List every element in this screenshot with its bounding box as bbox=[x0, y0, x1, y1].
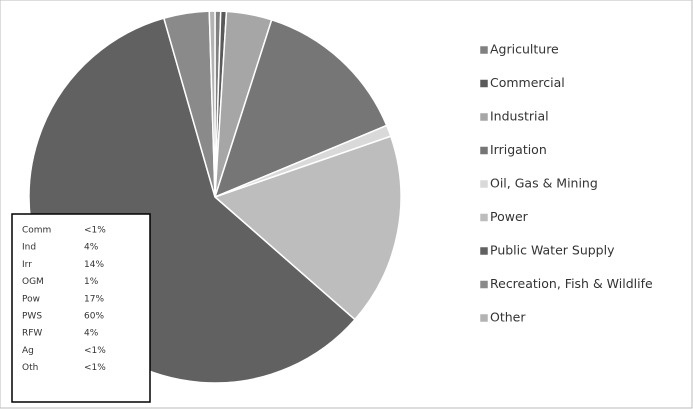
table-abbreviation: Irr bbox=[22, 260, 32, 270]
legend-label: Recreation, Fish & Wildlife bbox=[490, 276, 653, 291]
pie-slice bbox=[208, 10, 216, 198]
legend-label: Commercial bbox=[490, 75, 565, 90]
table-abbreviation: Oth bbox=[22, 363, 38, 373]
table-percent: 4% bbox=[84, 329, 99, 339]
table-percent: 17% bbox=[84, 294, 104, 304]
table-abbreviation: Ind bbox=[22, 243, 36, 253]
table-abbreviation: Pow bbox=[22, 294, 40, 304]
table-percent: <1% bbox=[84, 363, 106, 373]
table-percent: 14% bbox=[84, 260, 104, 270]
legend: Agriculture Commercial Industrial Irrigatio… bbox=[479, 42, 653, 325]
legend-label: Public Water Supply bbox=[490, 243, 615, 258]
legend-label: Other bbox=[490, 310, 526, 325]
table-abbreviation: Comm bbox=[22, 226, 51, 236]
legend-swatch bbox=[479, 213, 489, 222]
pie-slice bbox=[213, 18, 388, 199]
table-abbreviation: PWS bbox=[22, 312, 42, 322]
legend-swatch bbox=[479, 112, 489, 122]
table-percent: <1% bbox=[84, 226, 106, 236]
legend-label: Oil, Gas & Mining bbox=[490, 176, 598, 191]
legend-swatch bbox=[479, 280, 489, 289]
table-percent: 4% bbox=[84, 243, 99, 253]
table-abbreviation: Ag bbox=[22, 346, 34, 356]
abbreviation-table bbox=[11, 213, 151, 403]
table-rows: Comm <1% Ind 4% Irr 14% OGM 1% Pow 17% PWS 60% RFW 4%… bbox=[22, 226, 106, 374]
table-percent: <1% bbox=[84, 346, 106, 356]
table-abbreviation: OGM bbox=[22, 277, 44, 287]
legend-swatch bbox=[479, 146, 489, 155]
pie-slice bbox=[213, 135, 402, 321]
table-percent: 60% bbox=[84, 312, 104, 322]
legend-label: Agriculture bbox=[490, 42, 559, 57]
legend-swatch bbox=[479, 179, 489, 189]
legend-label: Power bbox=[490, 209, 529, 224]
table-percent: 1% bbox=[84, 277, 99, 287]
legend-swatch bbox=[479, 246, 489, 256]
legend-swatch bbox=[479, 45, 489, 55]
table-abbreviation: RFW bbox=[22, 329, 42, 339]
legend-label: Irrigation bbox=[490, 142, 547, 157]
legend-swatch bbox=[479, 79, 489, 88]
legend-label: Industrial bbox=[490, 109, 549, 124]
legend-swatch bbox=[479, 313, 489, 323]
